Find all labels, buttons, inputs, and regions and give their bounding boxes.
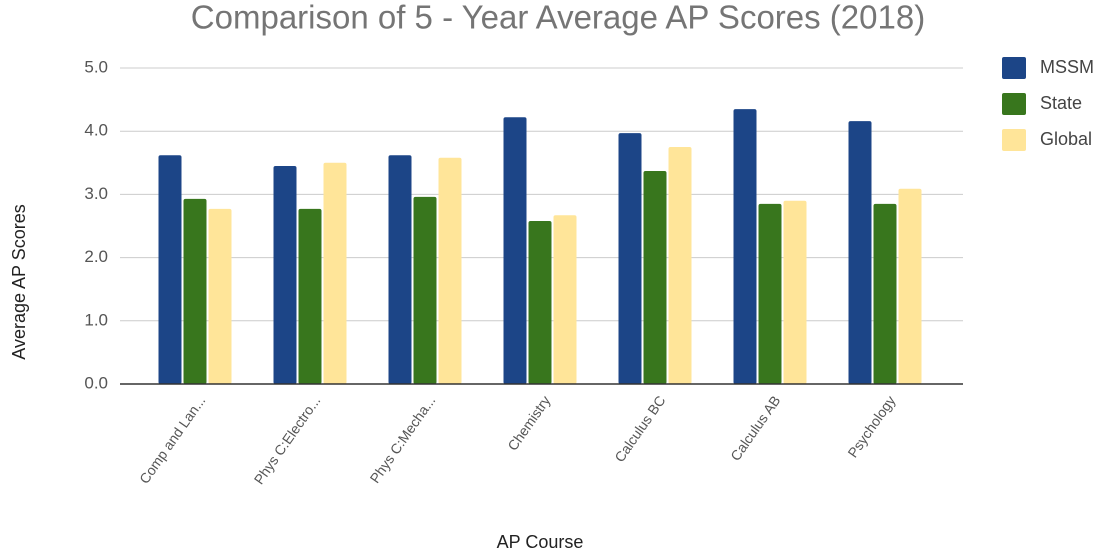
bar: [323, 162, 347, 384]
bar: [298, 208, 322, 384]
y-tick-label: 4.0: [84, 121, 108, 140]
y-tick-label: 0.0: [84, 373, 108, 392]
bar: [553, 215, 577, 384]
bar: [618, 133, 642, 384]
y-tick-label: 2.0: [84, 247, 108, 266]
x-tick-label: Phys C:Electro...: [251, 393, 324, 488]
bar: [413, 196, 437, 384]
chart-title: Comparison of 5 - Year Average AP Scores…: [191, 0, 925, 36]
bar: [758, 203, 782, 384]
x-tick-label: Phys C:Mecha...: [366, 393, 438, 486]
y-tick-label: 5.0: [84, 57, 108, 76]
bar: [273, 165, 297, 384]
legend-swatch: [1002, 57, 1026, 79]
x-tick-label: Calculus BC: [611, 393, 668, 465]
bar: [848, 121, 872, 384]
x-tick-label: Calculus AB: [727, 393, 783, 464]
bar: [783, 200, 807, 384]
legend-label: MSSM: [1040, 57, 1094, 77]
y-tick-label: 1.0: [84, 310, 108, 329]
bar: [528, 220, 552, 384]
x-axis-title: AP Course: [497, 532, 584, 552]
x-tick-label: Psychology: [844, 393, 898, 461]
bar: [668, 147, 692, 384]
y-tick-label: 3.0: [84, 184, 108, 203]
bar: [183, 198, 207, 384]
x-tick-label: Chemistry: [504, 393, 553, 454]
legend-swatch: [1002, 129, 1026, 151]
legend-label: State: [1040, 93, 1082, 113]
bar: [733, 109, 757, 384]
bar: [158, 155, 182, 384]
y-axis-title: Average AP Scores: [9, 204, 29, 359]
bar: [503, 117, 527, 385]
bar: [873, 203, 897, 384]
bar: [208, 208, 232, 384]
bar: [388, 155, 412, 384]
bar: [643, 171, 667, 384]
legend-swatch: [1002, 93, 1026, 115]
legend-label: Global: [1040, 129, 1092, 149]
bar: [438, 157, 462, 384]
bar: [898, 188, 922, 384]
x-tick-label: Comp and Lan...: [136, 393, 208, 487]
